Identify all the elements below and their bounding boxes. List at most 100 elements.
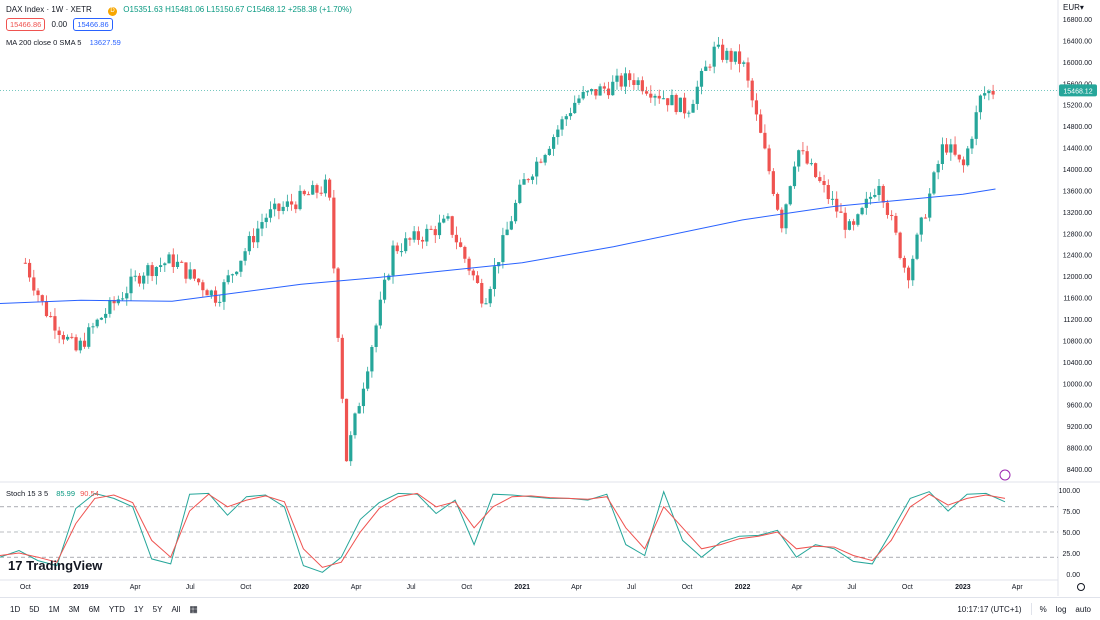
candle-body — [454, 234, 459, 243]
candle-body — [615, 75, 619, 82]
range-button-all[interactable]: All — [171, 604, 181, 614]
candle-body — [780, 209, 784, 229]
candle-body — [53, 316, 57, 331]
candles-group — [23, 37, 995, 466]
candle-body — [150, 265, 154, 277]
candle-body — [311, 185, 315, 195]
candle-body — [201, 282, 205, 291]
ohlc-values: O15351.63 H15481.06 L15150.67 C15468.12 … — [123, 5, 352, 14]
candle-body — [683, 97, 687, 114]
ma-legend[interactable]: MA 200 close 0 SMA 5 13627.59 — [6, 38, 121, 47]
candle-body — [87, 327, 91, 347]
price-tick-label: 8800.00 — [1067, 446, 1092, 453]
time-tick-label: Jul — [627, 584, 636, 591]
candle-body — [70, 336, 74, 338]
time-tick-label: Jul — [407, 584, 416, 591]
symbol-title[interactable]: DAX Index · 1W · XETR — [6, 5, 92, 14]
candle-body — [251, 236, 256, 243]
range-button-ytd[interactable]: YTD — [108, 604, 125, 614]
candle-body — [104, 313, 108, 318]
clock-time[interactable]: 10:17:17 (UTC+1) — [957, 604, 1022, 614]
range-button-3m[interactable]: 3M — [68, 604, 80, 614]
candle-body — [408, 238, 412, 240]
candle-body — [74, 337, 78, 351]
range-button-1y[interactable]: 1Y — [133, 604, 144, 614]
tradingview-logo[interactable]: 17 TradingView — [8, 558, 102, 573]
range-button-6m[interactable]: 6M — [88, 604, 100, 614]
candle-body — [978, 95, 983, 113]
candle-body — [268, 209, 273, 218]
candle-body — [264, 217, 268, 223]
bid-button[interactable]: 15466.86 — [6, 18, 46, 31]
candle-body — [171, 254, 175, 267]
price-tick-label: 16800.00 — [1063, 17, 1092, 24]
candle-body — [983, 93, 987, 96]
candle-body — [289, 201, 294, 205]
candle-body — [670, 95, 674, 106]
candle-body — [928, 193, 932, 218]
range-button-5d[interactable]: 5D — [29, 604, 40, 614]
auto-toggle[interactable]: auto — [1075, 604, 1091, 614]
candle-body — [835, 198, 839, 212]
percent-toggle[interactable]: % — [1039, 604, 1047, 614]
candle-body — [830, 198, 835, 200]
chart-header: DAX Index · 1W · XETR D O15351.63 H15481… — [6, 5, 352, 16]
candle-body — [936, 164, 940, 173]
candle-body — [987, 90, 991, 94]
price-tick-label: 10000.00 — [1063, 381, 1092, 388]
candle-body — [898, 232, 902, 258]
price-tick-label: 16400.00 — [1063, 38, 1092, 45]
candle-body — [488, 289, 492, 304]
last-price-tag — [1059, 84, 1097, 97]
candle-body — [577, 98, 581, 103]
candle-body — [509, 221, 513, 230]
stoch-d-line — [0, 492, 1006, 568]
candle-body — [535, 161, 539, 177]
candle-body — [763, 132, 767, 149]
candle-body — [492, 266, 497, 290]
log-toggle[interactable]: log — [1055, 604, 1067, 614]
candle-body — [315, 185, 319, 193]
candle-body — [391, 245, 395, 276]
time-tick-label: Apr — [571, 584, 583, 591]
candle-body — [366, 371, 370, 389]
price-tick-label: 11200.00 — [1063, 317, 1092, 324]
candle-body — [44, 301, 49, 317]
candle-body — [180, 261, 184, 263]
stoch-legend[interactable]: Stoch 15 3 5 85.99 90.54 — [6, 489, 99, 498]
candle-body — [974, 112, 978, 139]
alert-bolt-icon — [999, 469, 1011, 481]
candle-body — [306, 194, 311, 196]
range-button-1d[interactable]: 1D — [10, 604, 21, 614]
candle-body — [716, 44, 721, 47]
candle-body — [940, 144, 944, 165]
range-button-1m[interactable]: 1M — [48, 604, 60, 614]
candle-body — [564, 116, 568, 120]
stoch-label: Stoch 15 3 5 — [6, 489, 49, 498]
candle-body — [784, 204, 788, 229]
ask-button[interactable]: 15466.86 — [73, 18, 113, 31]
candle-body — [213, 290, 218, 303]
range-button-5y[interactable]: 5Y — [152, 604, 163, 614]
candle-body — [256, 228, 260, 243]
candle-body — [91, 326, 95, 328]
candle-body — [197, 278, 201, 283]
candle-body — [137, 275, 142, 284]
time-tick-label: Oct — [682, 584, 693, 591]
candle-body — [674, 95, 678, 113]
candle-body — [826, 185, 830, 200]
candle-body — [205, 290, 209, 296]
candle-body — [235, 271, 239, 275]
candle-body — [332, 197, 336, 269]
price-tick-label: 14000.00 — [1063, 167, 1092, 174]
calendar-icon[interactable]: ▦ — [189, 603, 198, 614]
currency-selector[interactable]: EUR▾ — [1063, 3, 1084, 12]
candle-body — [852, 221, 856, 225]
time-tick-label: Apr — [130, 584, 142, 591]
candle-body — [374, 325, 378, 347]
time-tick-label: Apr — [791, 584, 803, 591]
candle-body — [539, 161, 543, 163]
candle-body — [945, 144, 949, 153]
